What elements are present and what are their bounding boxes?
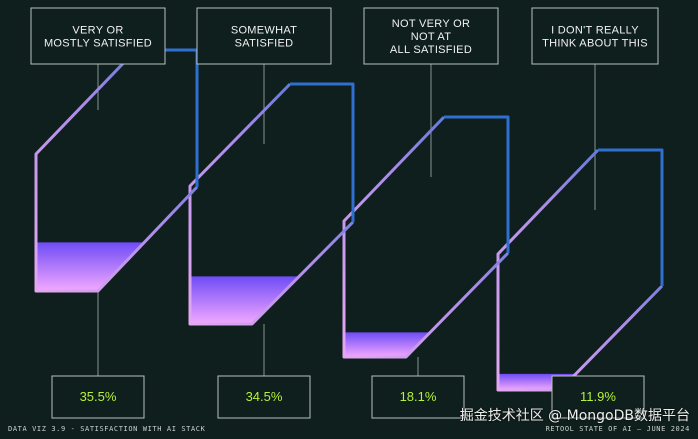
value-label-text: 11.9% <box>580 389 616 404</box>
value-label-box <box>51 375 145 419</box>
bar-fill-1 <box>36 242 145 291</box>
category-label-line: THINK ABOUT THIS <box>542 38 648 50</box>
category-label-line: NOT VERY OR <box>392 18 471 30</box>
value-label-2: 34.5% <box>217 375 311 419</box>
category-label-box <box>196 7 332 65</box>
bar-shape-4 <box>496 148 664 392</box>
value-label-3: 18.1% <box>371 375 465 419</box>
bar-outline-1 <box>34 48 199 293</box>
bar-fill-3 <box>344 332 431 357</box>
value-label-1: 35.5% <box>51 375 145 419</box>
category-label-line: SOMEWHAT <box>231 25 297 37</box>
bar-shape-1 <box>34 48 199 293</box>
category-label-line: NOT AT <box>411 31 452 43</box>
category-label-box <box>363 7 499 65</box>
category-label-box <box>531 7 659 65</box>
value-label-box <box>217 375 311 419</box>
category-3-label-group <box>417 64 432 376</box>
value-label-text: 34.5% <box>246 389 283 404</box>
footer-right: RETOOL STATE OF AI — JUNE 2024 <box>545 425 690 433</box>
bar-outline-2 <box>188 82 355 326</box>
category-label-line: MOSTLY SATISFIED <box>44 38 152 50</box>
bar-fill-2 <box>190 276 300 324</box>
value-label-text: 18.1% <box>400 389 437 404</box>
value-label-box <box>371 375 465 419</box>
category-4-label-group <box>594 64 599 390</box>
bar-back-edge-2 <box>290 82 355 222</box>
bar-outline-4 <box>496 148 664 392</box>
bar-back-edge-4 <box>598 148 664 286</box>
value-label-box <box>551 375 645 419</box>
footer-left: DATA VIZ 3.9 - SATISFACTION WITH AI STAC… <box>8 425 206 433</box>
bar-shape-2 <box>188 82 355 326</box>
value-label-4: 11.9% <box>551 375 645 419</box>
bar-back-edge-1 <box>136 48 199 187</box>
value-label-text: 35.5% <box>80 389 117 404</box>
watermark: 掘金技术社区 @ MongoDB数据平台 <box>459 408 690 424</box>
bar-outline-3 <box>342 115 510 359</box>
category-label-line: I DON'T REALLY <box>551 25 639 37</box>
bar-shape-3 <box>342 115 510 359</box>
category-label-box <box>30 7 166 65</box>
bar-back-edge-3 <box>444 115 510 253</box>
category-label-line: ALL SATISFIED <box>390 44 472 56</box>
category-label-line: VERY OR <box>72 25 123 37</box>
category-label-line: SATISFIED <box>235 38 294 50</box>
